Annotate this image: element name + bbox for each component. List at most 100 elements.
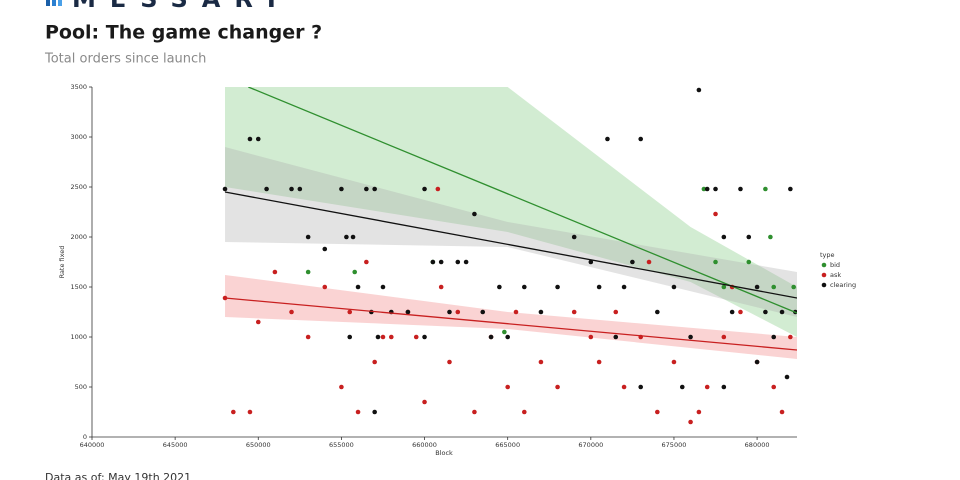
point xyxy=(538,359,544,365)
point xyxy=(422,334,427,340)
point xyxy=(505,334,510,340)
point xyxy=(588,334,594,340)
point xyxy=(771,384,777,390)
point xyxy=(497,284,502,290)
point xyxy=(655,409,660,415)
point xyxy=(701,186,707,192)
point xyxy=(505,384,510,390)
point xyxy=(447,359,452,365)
legend-marker xyxy=(821,282,827,288)
point xyxy=(289,309,294,315)
chart-title: Pool: The game changer ? xyxy=(45,22,322,44)
point xyxy=(488,334,494,340)
point xyxy=(763,309,768,315)
point xyxy=(784,374,790,380)
point xyxy=(339,186,344,192)
point xyxy=(405,309,411,315)
point xyxy=(422,186,427,192)
point xyxy=(721,384,727,390)
point xyxy=(231,409,236,415)
point xyxy=(746,259,752,265)
point xyxy=(372,186,377,192)
point xyxy=(704,186,710,192)
confidence-band xyxy=(225,275,797,359)
y-tick-label: 2000 xyxy=(70,233,87,241)
point xyxy=(355,284,361,290)
point xyxy=(372,359,377,365)
point xyxy=(438,284,444,290)
point xyxy=(375,334,381,340)
point xyxy=(430,259,436,265)
point xyxy=(779,309,785,315)
y-tick-label: 3000 xyxy=(70,133,87,141)
point xyxy=(347,309,353,315)
point xyxy=(322,284,328,290)
x-tick-label: 675000 xyxy=(662,441,687,449)
point xyxy=(754,359,760,365)
point xyxy=(305,269,311,275)
legend-title: type xyxy=(820,251,835,259)
legend-label: bid xyxy=(830,261,840,269)
point xyxy=(655,309,660,315)
y-axis-label: Rate fixed xyxy=(58,246,66,279)
point xyxy=(696,409,702,415)
brand: MESSARI xyxy=(72,0,290,13)
point xyxy=(671,359,677,365)
y-tick-label: 500 xyxy=(75,383,87,391)
point xyxy=(596,284,602,290)
point xyxy=(768,234,773,240)
point xyxy=(422,399,427,405)
point xyxy=(613,309,619,315)
point xyxy=(247,409,253,415)
point xyxy=(646,259,652,265)
point xyxy=(380,334,386,340)
x-tick-label: 650000 xyxy=(246,441,271,449)
x-tick-label: 655000 xyxy=(329,441,354,449)
x-tick-label: 660000 xyxy=(412,441,437,449)
footnote: Data as of: May 19th 2021 xyxy=(45,471,191,480)
point xyxy=(255,319,261,325)
point xyxy=(264,186,269,192)
point xyxy=(272,269,278,275)
point xyxy=(713,259,718,265)
point xyxy=(738,309,743,315)
fit-line xyxy=(248,87,797,314)
point xyxy=(688,334,693,340)
point xyxy=(721,284,727,290)
point xyxy=(247,136,253,142)
y-tick-label: 2500 xyxy=(70,183,87,191)
point xyxy=(754,284,760,290)
legend-label: ask xyxy=(830,271,841,279)
point xyxy=(713,211,718,217)
point xyxy=(289,186,294,192)
point xyxy=(788,186,793,192)
point xyxy=(571,309,577,315)
point xyxy=(621,384,627,390)
point xyxy=(347,334,353,340)
point xyxy=(455,259,461,265)
point xyxy=(388,334,394,340)
point xyxy=(380,284,386,290)
confidence-band xyxy=(225,87,797,337)
point xyxy=(771,284,777,290)
point xyxy=(513,309,519,315)
x-tick-label: 640000 xyxy=(80,441,105,449)
y-tick-label: 1500 xyxy=(70,283,87,291)
point xyxy=(435,186,441,192)
point xyxy=(322,246,328,252)
point xyxy=(297,186,303,192)
x-tick-label: 645000 xyxy=(163,441,188,449)
fit-line xyxy=(224,191,797,299)
point xyxy=(538,309,544,315)
point xyxy=(638,384,644,390)
point xyxy=(688,419,693,425)
point xyxy=(721,234,727,240)
y-tick-label: 1000 xyxy=(70,333,87,341)
point xyxy=(480,309,486,315)
point xyxy=(605,136,610,142)
point xyxy=(571,234,577,240)
point xyxy=(447,309,452,315)
point xyxy=(305,334,311,340)
legend-marker xyxy=(821,272,827,278)
